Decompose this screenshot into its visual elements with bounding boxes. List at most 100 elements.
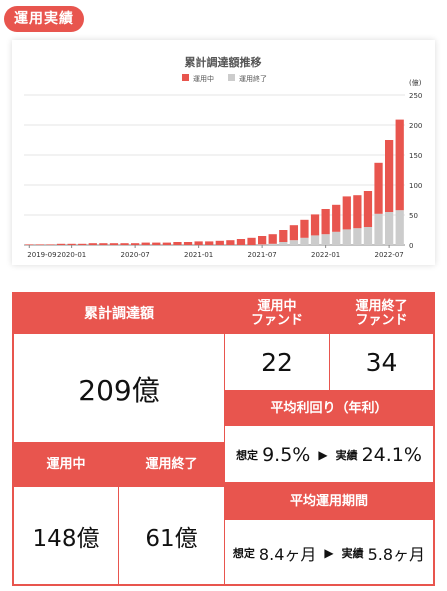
bar-segment bbox=[99, 243, 108, 245]
bar-segment bbox=[395, 210, 404, 245]
x-tick-label: 2021-07 bbox=[248, 251, 277, 259]
arrow-icon: ▶ bbox=[324, 545, 334, 560]
legend-swatch bbox=[228, 74, 235, 81]
divider bbox=[14, 442, 224, 443]
bar-segment bbox=[342, 196, 351, 230]
y-tick-label: 200 bbox=[409, 122, 422, 130]
bar-segment bbox=[130, 243, 140, 245]
period-row: 想定 8.4ヶ月 ▶ 実績 5.8ヶ月 bbox=[225, 521, 433, 584]
cumulative-header: 累計調達額 bbox=[14, 294, 224, 334]
bar-segment bbox=[173, 242, 182, 245]
y-tick-label: 250 bbox=[409, 92, 422, 100]
bar-segment bbox=[109, 243, 119, 245]
legend-label: 運用中 bbox=[193, 74, 214, 83]
bar-segment bbox=[215, 240, 224, 245]
legend-label: 運用終了 bbox=[239, 74, 267, 83]
active-header: 運用中 bbox=[14, 443, 118, 487]
bar-segment bbox=[353, 228, 362, 245]
bar-segment bbox=[332, 204, 341, 232]
bar-segment bbox=[205, 241, 214, 245]
bar-segment bbox=[162, 242, 172, 245]
divider bbox=[225, 482, 433, 483]
bar-segment bbox=[257, 244, 267, 245]
period-actual-value: 5.8ヶ月 bbox=[367, 544, 426, 564]
yield-row: 想定 9.5% ▶ 実績 24.1% bbox=[225, 427, 433, 482]
period-expected-label: 想定 bbox=[232, 546, 255, 560]
bar-segment bbox=[56, 243, 66, 245]
bar-segment bbox=[194, 241, 203, 245]
yield-expected-label: 想定 bbox=[236, 448, 259, 462]
bar-segment bbox=[384, 212, 394, 245]
bar-segment bbox=[35, 244, 45, 245]
bar-segment bbox=[374, 162, 383, 214]
bar-segment bbox=[152, 242, 161, 245]
section-badge: 運用実績 bbox=[4, 6, 84, 32]
bar-segment bbox=[67, 243, 76, 245]
bar-segment bbox=[25, 244, 34, 245]
bar-segment bbox=[88, 243, 97, 245]
ended-header: 運用終了 bbox=[119, 443, 224, 487]
bar-segment bbox=[183, 242, 193, 245]
bar-segment bbox=[353, 195, 362, 229]
bar-segment bbox=[289, 225, 299, 241]
period-expected-value: 8.4ヶ月 bbox=[258, 544, 317, 564]
bar-segment bbox=[384, 140, 394, 212]
divider bbox=[224, 294, 225, 584]
y-tick-label: 150 bbox=[409, 152, 422, 160]
x-tick-label: 2020-01 bbox=[57, 251, 86, 259]
ended-funds-header: 運用終了 ファンド bbox=[330, 294, 433, 334]
chart-card: 累計調達額推移 運用中 運用終了 0 50 100 150 200 250 (億) 2019-09 2… bbox=[12, 40, 435, 265]
bar-segment bbox=[279, 230, 288, 242]
bar-segment bbox=[300, 237, 309, 245]
yield-header: 平均利回り（年利） bbox=[225, 391, 433, 426]
chart-title: 累計調達額推移 bbox=[185, 55, 262, 69]
bar-segment bbox=[141, 242, 150, 245]
period-header: 平均運用期間 bbox=[225, 483, 433, 520]
bar-segment bbox=[332, 231, 341, 245]
yield-actual-value: 24.1% bbox=[361, 443, 422, 466]
bar-segment bbox=[279, 242, 288, 245]
y-unit-label: (億) bbox=[409, 78, 422, 87]
bar-segment bbox=[310, 214, 320, 236]
bar-segment bbox=[226, 240, 235, 245]
divider bbox=[329, 294, 330, 391]
yield-expected-value: 9.5% bbox=[262, 443, 311, 466]
bar-segment bbox=[268, 234, 277, 244]
divider bbox=[118, 443, 119, 584]
bar-segment bbox=[300, 219, 309, 238]
active-funds-value: 22 bbox=[261, 348, 293, 377]
arrow-icon: ▶ bbox=[318, 447, 328, 462]
legend-swatch bbox=[182, 74, 189, 81]
x-tick-label: 2020-07 bbox=[121, 251, 150, 259]
active-value: 148億 bbox=[32, 526, 100, 552]
y-tick-label: 0 bbox=[409, 242, 413, 250]
bar-segment bbox=[257, 236, 267, 245]
y-tick-label: 100 bbox=[409, 182, 422, 190]
bar-segment bbox=[374, 213, 383, 245]
bar-segment bbox=[363, 191, 373, 227]
ended-funds-value: 34 bbox=[365, 348, 398, 377]
bar-segment bbox=[236, 239, 246, 245]
bar-segment bbox=[310, 235, 320, 245]
bar-segment bbox=[268, 243, 277, 245]
stats-table: 累計調達額 運用中 ファンド 運用終了 ファンド 209億 22 34 平均利回… bbox=[12, 292, 435, 586]
bar-segment bbox=[46, 244, 55, 245]
divider bbox=[225, 390, 433, 391]
x-tick-label: 2022-01 bbox=[311, 251, 340, 259]
bar-segment bbox=[321, 234, 330, 245]
ended-value: 61億 bbox=[145, 526, 198, 552]
bar-segment bbox=[289, 240, 299, 245]
bar-segment bbox=[120, 243, 129, 245]
bar-segment bbox=[342, 229, 351, 245]
bar-segment bbox=[395, 119, 404, 211]
x-tick-label: 2021-01 bbox=[184, 251, 213, 259]
period-actual-label: 実績 bbox=[341, 546, 364, 560]
bar-segment bbox=[78, 243, 87, 245]
active-funds-header: 運用中 ファンド bbox=[225, 294, 329, 334]
bar-segment bbox=[321, 209, 330, 235]
y-tick-label: 50 bbox=[409, 212, 418, 220]
bar-segment bbox=[247, 237, 256, 245]
x-tick-label: 2022-07 bbox=[375, 251, 404, 259]
x-tick-label: 2019-09 bbox=[27, 251, 56, 259]
